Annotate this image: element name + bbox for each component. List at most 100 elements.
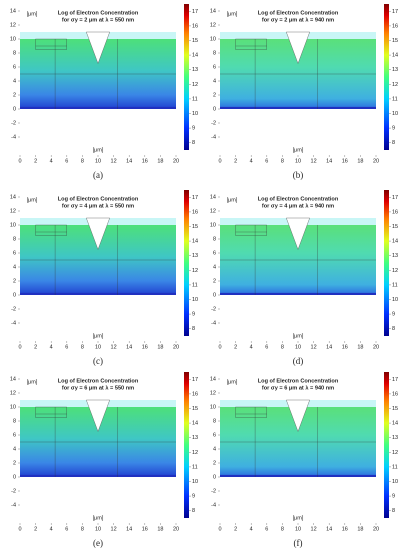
colorbar-tick-label: 13 xyxy=(192,67,198,73)
structure-box xyxy=(35,224,67,236)
x-tick-label: 0 xyxy=(218,344,221,350)
y-tick-label: -4 xyxy=(211,320,216,326)
colorbar-tick-label: 9 xyxy=(392,126,395,132)
notch xyxy=(286,217,310,251)
colorbar-tick-label: 14 xyxy=(392,239,398,245)
colorbar-tick-label: 16 xyxy=(392,209,398,215)
colorbar-tick-label: 15 xyxy=(392,224,398,230)
y-tick-label: 12 xyxy=(10,390,16,396)
panel-label: (a) xyxy=(93,170,103,180)
colorbar-tick-label: 8 xyxy=(192,508,195,514)
colorbar-tick-label: 13 xyxy=(392,67,398,73)
bottom-strip xyxy=(220,474,376,477)
y-axis-label: [μm] xyxy=(27,197,38,203)
y-tick-label: 8 xyxy=(213,236,216,242)
colorbar-tick-label: 12 xyxy=(392,82,398,88)
colorbar-tick-label: 9 xyxy=(192,126,195,132)
x-tick-label: 0 xyxy=(218,158,221,164)
x-tick-label: 4 xyxy=(250,526,253,532)
y-tick-label: 8 xyxy=(13,50,16,56)
x-tick-label: 4 xyxy=(50,526,53,532)
x-tick-label: 16 xyxy=(142,526,148,532)
y-tick-label: 0 xyxy=(13,474,16,480)
colorbar-tick-label: 13 xyxy=(392,253,398,259)
y-tick-label: 10 xyxy=(10,36,16,42)
structure-box xyxy=(235,38,267,50)
y-axis-label: [μm] xyxy=(27,379,38,385)
panel-label: (e) xyxy=(93,538,103,548)
colorbar-tick-label: 8 xyxy=(392,508,395,514)
colorbar xyxy=(184,4,189,150)
colorbar-tick-label: 9 xyxy=(392,494,395,500)
y-tick-label: -2 xyxy=(211,306,216,312)
y-tick-label: -2 xyxy=(211,488,216,494)
y-tick-label: 2 xyxy=(13,460,16,466)
x-tick-label: 6 xyxy=(265,158,268,164)
y-tick-label: -2 xyxy=(11,306,16,312)
colorbar-tick-label: 16 xyxy=(392,23,398,29)
x-tick-label: 8 xyxy=(281,158,284,164)
x-tick-label: 0 xyxy=(18,158,21,164)
y-axis-label: [μm] xyxy=(227,197,238,203)
x-tick-label: 10 xyxy=(95,526,101,532)
y-tick-label: 12 xyxy=(210,390,216,396)
colorbar-tick-label: 11 xyxy=(192,96,198,102)
y-tick-label: 10 xyxy=(210,222,216,228)
colorbar-tick-label: 9 xyxy=(192,312,195,318)
x-tick-label: 0 xyxy=(18,526,21,532)
notch xyxy=(86,217,110,251)
x-tick-label: 4 xyxy=(50,344,53,350)
x-tick-label: 8 xyxy=(81,344,84,350)
notch xyxy=(86,399,110,433)
notch xyxy=(286,31,310,65)
y-axis-label: [μm] xyxy=(227,11,238,17)
colorbar-tick-label: 11 xyxy=(392,282,398,288)
colorbar-tick-label: 14 xyxy=(392,421,398,427)
x-tick-label: 18 xyxy=(157,526,163,532)
y-tick-label: 12 xyxy=(210,208,216,214)
y-tick-label: 2 xyxy=(213,460,216,466)
colorbar xyxy=(184,190,189,336)
structure-box xyxy=(35,406,67,418)
colorbar-tick-label: 17 xyxy=(392,9,398,15)
x-tick-label: 20 xyxy=(373,344,379,350)
colorbar-tick-label: 14 xyxy=(392,53,398,59)
x-tick-label: 6 xyxy=(265,344,268,350)
structure-box xyxy=(235,406,267,418)
y-tick-label: 14 xyxy=(10,8,16,14)
colorbar-tick-label: 15 xyxy=(192,224,198,230)
y-tick-label: 4 xyxy=(213,264,216,270)
chart-title: for σy = 4 μm at λ = 940 nm xyxy=(262,203,334,209)
x-tick-label: 12 xyxy=(111,526,117,532)
y-tick-label: 0 xyxy=(13,292,16,298)
y-tick-label: 14 xyxy=(10,376,16,382)
chart-title: Log of Electron Concentration xyxy=(58,378,139,384)
colorbar-tick-label: 11 xyxy=(392,464,398,470)
x-tick-label: 16 xyxy=(342,158,348,164)
chart-title: for σy = 6 μm at λ = 940 nm xyxy=(262,385,334,391)
structure-box xyxy=(235,224,267,236)
y-tick-label: 14 xyxy=(210,194,216,200)
x-tick-label: 20 xyxy=(373,526,379,532)
y-tick-label: 6 xyxy=(13,64,16,70)
y-tick-label: 0 xyxy=(213,474,216,480)
y-axis-label: [μm] xyxy=(227,379,238,385)
x-tick-label: 18 xyxy=(157,158,163,164)
colorbar-tick-label: 14 xyxy=(192,239,198,245)
x-axis-label: [μm] xyxy=(93,147,104,153)
colorbar-tick-label: 10 xyxy=(392,111,398,117)
x-tick-label: 2 xyxy=(234,158,237,164)
colorbar-tick-label: 8 xyxy=(392,140,395,146)
x-tick-label: 4 xyxy=(250,158,253,164)
y-tick-label: 8 xyxy=(213,418,216,424)
chart-title: for σy = 2 μm at λ = 550 nm xyxy=(62,17,134,23)
colorbar-tick-label: 8 xyxy=(192,326,195,332)
x-tick-label: 4 xyxy=(250,344,253,350)
x-tick-label: 0 xyxy=(18,344,21,350)
y-tick-label: -4 xyxy=(211,134,216,140)
x-tick-label: 10 xyxy=(95,158,101,164)
